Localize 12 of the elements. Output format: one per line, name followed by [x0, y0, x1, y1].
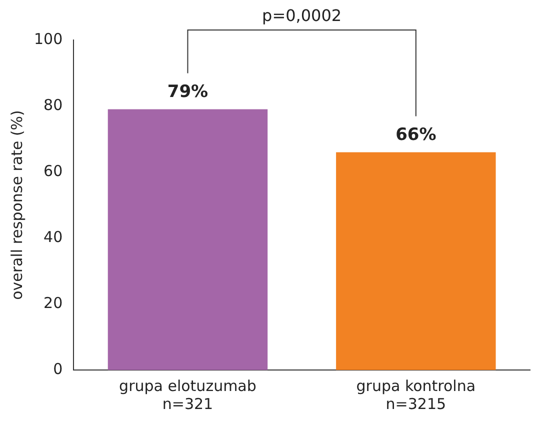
x-tick-label: grupa elotuzumab n=321 [119, 376, 256, 413]
y-tick-label: 40 [44, 228, 63, 246]
y-tick-label: 60 [44, 162, 63, 180]
y-tick-label: 100 [34, 30, 63, 48]
x-tick-label: grupa kontrolna n=3215 [356, 376, 476, 413]
text: p=0,0002 [262, 6, 342, 26]
y-tick-label: 80 [44, 96, 63, 114]
data-label: 66% [396, 125, 436, 146]
y-axis-title: overall response rate (%) [8, 110, 26, 300]
y-tick-label: 0 [53, 360, 63, 378]
y-tick-label: 20 [44, 294, 63, 312]
data-label: 79% [167, 82, 208, 102]
